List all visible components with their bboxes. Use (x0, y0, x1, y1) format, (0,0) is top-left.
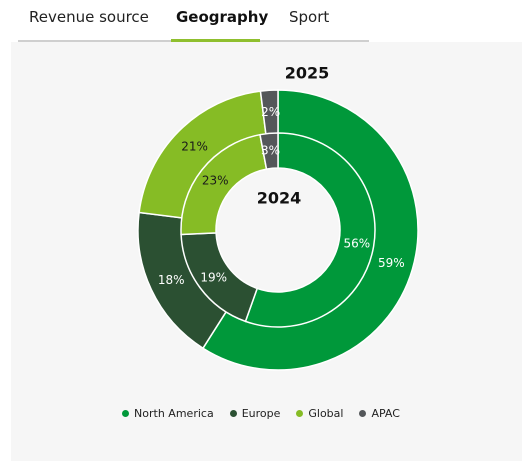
data-label-outer-apac: 2% (261, 105, 280, 119)
legend-item-north-america[interactable]: North America (122, 407, 214, 420)
tab-geography[interactable]: Geography (176, 8, 269, 26)
data-label-outer-europe: 18% (158, 273, 185, 287)
legend-item-global[interactable]: Global (296, 407, 343, 420)
tab-bar: Revenue source Geography Sport (18, 0, 369, 42)
tab-sport[interactable]: Sport (289, 8, 330, 26)
legend-dot-icon (229, 410, 237, 417)
legend-label: APAC (371, 407, 400, 420)
tab-revenue-source[interactable]: Revenue source (29, 8, 149, 26)
legend-label: Europe (241, 407, 281, 420)
legend-item-apac[interactable]: APAC (359, 407, 400, 420)
slice-inner-apac[interactable] (259, 132, 279, 170)
chart-legend: North America Europe Global APAC (0, 407, 522, 420)
legend-label: North America (134, 407, 214, 420)
legend-dot-icon (296, 410, 304, 417)
active-tab-indicator (171, 39, 260, 42)
legend-label: Global (308, 407, 344, 420)
outer-ring-label: 2025 (284, 63, 330, 83)
data-label-inner-europe: 19% (200, 271, 227, 285)
legend-dot-icon (359, 410, 367, 417)
data-label-inner-global: 23% (202, 173, 229, 187)
slice-inner-north-america[interactable] (244, 132, 376, 328)
data-label-outer-north-america: 59% (378, 256, 405, 270)
data-label-inner-north-america: 56% (343, 237, 370, 251)
legend-item-europe[interactable]: Europe (229, 407, 281, 420)
data-label-outer-global: 21% (181, 140, 208, 154)
legend-dot-icon (122, 410, 130, 417)
data-label-inner-apac: 3% (261, 143, 280, 157)
inner-ring-label: 2024 (256, 188, 302, 208)
